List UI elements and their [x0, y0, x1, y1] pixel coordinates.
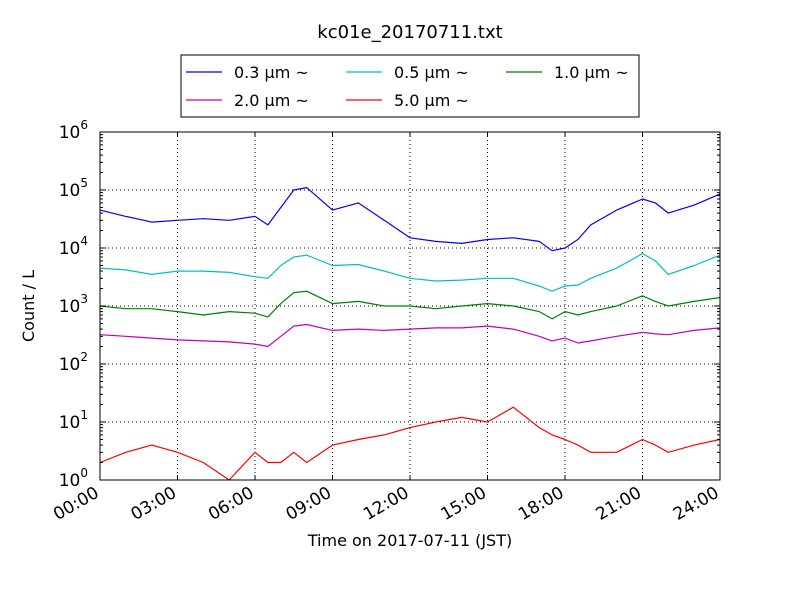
- legend: 0.3 μm ~ 0.5 μm ~ 1.0 μm ~ 2.0 μm ~ 5.0 μm ~: [180, 54, 640, 118]
- series-line-3: [99, 323, 721, 348]
- y-tick-label: 103: [59, 292, 88, 317]
- x-tick-label: 24:00: [670, 483, 722, 525]
- series-line-4: [99, 406, 721, 481]
- chart-title: kc01e_20170711.txt: [317, 22, 502, 43]
- legend-label: 5.0 μm ~: [394, 91, 469, 110]
- series-line-2: [99, 290, 721, 320]
- y-axis-label: Count / L: [19, 270, 38, 342]
- x-tick-label: 06:00: [205, 483, 257, 525]
- legend-label: 0.3 μm ~: [234, 63, 309, 82]
- legend-label: 0.5 μm ~: [394, 63, 469, 82]
- y-tick-label: 101: [59, 408, 88, 433]
- y-tick-label: 104: [59, 234, 88, 259]
- x-tick-label: 15:00: [438, 483, 490, 525]
- x-tick-labels: 00:00 03:00 06:00 09:00 12:00 15:00 18:00 21:00…: [50, 483, 722, 525]
- ticks: [99, 131, 721, 481]
- legend-label: 1.0 μm ~: [554, 63, 629, 82]
- x-tick-label: 12:00: [360, 483, 412, 525]
- series-layer: [99, 187, 721, 481]
- x-tick-label: 03:00: [128, 483, 180, 525]
- y-tick-label: 100: [59, 466, 88, 491]
- series-line-0: [99, 187, 721, 252]
- y-tick-labels: 100 101 102 103 104 105 106: [59, 118, 88, 491]
- y-tick-label: 105: [59, 176, 88, 201]
- x-axis-label: Time on 2017-07-11 (JST): [307, 531, 512, 550]
- legend-label: 2.0 μm ~: [234, 91, 309, 110]
- y-tick-label: 102: [59, 350, 88, 375]
- x-tick-label: 09:00: [283, 483, 335, 525]
- series-line-1: [99, 253, 721, 292]
- x-tick-label: 21:00: [593, 483, 645, 525]
- y-tick-label: 106: [59, 118, 88, 143]
- legend-box: [180, 54, 640, 118]
- x-tick-label: 18:00: [515, 483, 567, 525]
